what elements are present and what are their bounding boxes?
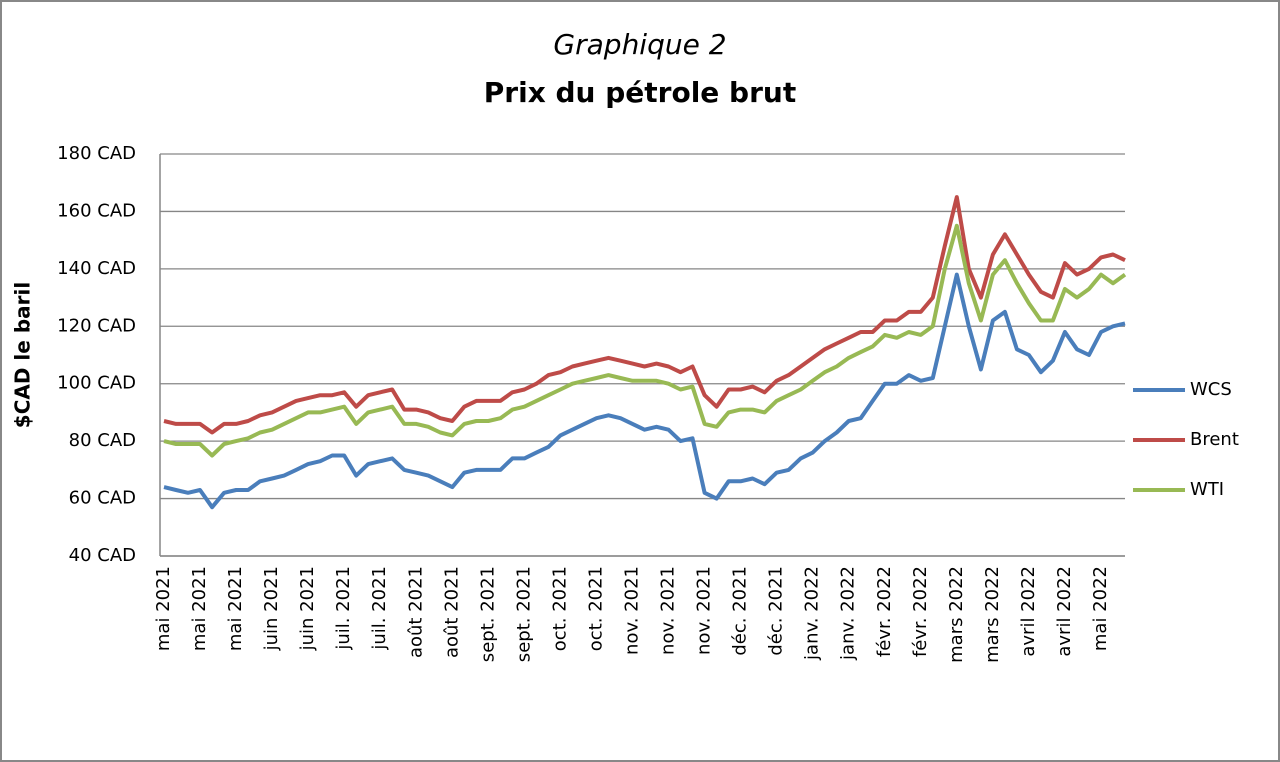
y-tick-label: 120 CAD (57, 315, 136, 336)
y-tick-label: 140 CAD (57, 258, 136, 279)
y-tick-label: 80 CAD (69, 430, 136, 451)
x-tick-label: janv. 2022 (838, 566, 859, 661)
y-tick-label: 60 CAD (69, 488, 136, 509)
x-tick-label: févr. 2022 (874, 566, 895, 657)
line-series (163, 195, 1126, 435)
x-tick-label: août 2021 (441, 566, 462, 658)
x-tick-label: nov. 2021 (658, 566, 679, 655)
y-tick-label: 40 CAD (69, 545, 136, 566)
x-tick-label: juin 2021 (297, 566, 318, 651)
x-tick-label: oct. 2021 (585, 566, 606, 651)
x-tick-label: mars 2022 (982, 566, 1003, 663)
chart-subtitle: Prix du pétrole brut (484, 76, 796, 109)
x-tick-label: nov. 2021 (621, 566, 642, 655)
legend-label: Brent (1190, 429, 1239, 450)
y-tick-label: 180 CAD (57, 143, 136, 164)
x-tick-label: mai 2022 (1090, 566, 1111, 651)
x-tick-label: juin 2021 (261, 566, 282, 651)
line-series (163, 223, 1127, 458)
x-tick-label: mars 2022 (946, 566, 967, 663)
x-tick-label: févr. 2022 (910, 566, 931, 657)
x-tick-label: déc. 2021 (766, 566, 787, 656)
x-tick-label: sept. 2021 (513, 566, 534, 662)
x-tick-label: avril 2022 (1018, 566, 1039, 657)
chart-title: Graphique 2 (553, 28, 726, 61)
x-tick-label: oct. 2021 (549, 566, 570, 651)
x-tick-label: mai 2021 (225, 566, 246, 651)
x-tick-label: nov. 2021 (694, 566, 715, 655)
y-axis-label: $CAD le baril (11, 282, 35, 428)
x-tick-label: déc. 2021 (730, 566, 751, 656)
x-tick-label: mai 2021 (189, 566, 210, 651)
x-tick-label: mai 2021 (153, 566, 174, 651)
x-tick-label: janv. 2022 (802, 566, 823, 661)
line-series (163, 272, 1126, 510)
x-tick-label: août 2021 (405, 566, 426, 658)
legend-label: WTI (1190, 479, 1224, 500)
x-tick-label: juil. 2021 (333, 566, 354, 651)
x-tick-label: sept. 2021 (477, 566, 498, 662)
x-tick-label: avril 2022 (1054, 566, 1075, 657)
legend-label: WCS (1190, 379, 1232, 400)
y-tick-label: 160 CAD (57, 200, 136, 221)
y-tick-label: 100 CAD (57, 373, 136, 394)
x-tick-label: juil. 2021 (369, 566, 390, 651)
